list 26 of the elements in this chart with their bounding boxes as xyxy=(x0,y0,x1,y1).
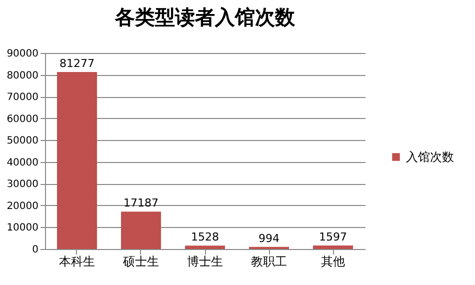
data-label: 81277 xyxy=(60,56,94,70)
data-label: 1597 xyxy=(319,230,347,244)
data-label: 1528 xyxy=(191,230,219,244)
x-tick-label: 硕士生 xyxy=(122,254,159,268)
y-tick-label: 70000 xyxy=(6,92,38,104)
y-tick-label: 40000 xyxy=(6,157,38,168)
data-label: 17187 xyxy=(124,196,158,210)
x-tick-label: 教职工 xyxy=(251,254,287,268)
y-tick-label: 90000 xyxy=(6,48,38,60)
data-label: 994 xyxy=(258,232,280,245)
y-tick-label: 20000 xyxy=(6,200,38,212)
y-tick-label: 30000 xyxy=(6,179,38,190)
bar xyxy=(313,246,353,249)
y-tick-label: 80000 xyxy=(6,70,38,82)
x-tick-label: 本科生 xyxy=(59,254,95,268)
y-tick-label: 0 xyxy=(32,244,38,256)
x-tick-label: 其他 xyxy=(321,254,345,268)
x-tick-label: 博士生 xyxy=(187,254,223,268)
bar xyxy=(57,72,97,249)
y-tick-label: 10000 xyxy=(6,222,38,234)
y-tick-label: 50000 xyxy=(6,136,38,147)
legend-label: 入馆次数 xyxy=(406,150,454,164)
chart-title: 各类型读者入馆次数 xyxy=(114,5,296,29)
bar xyxy=(121,212,161,249)
bar xyxy=(185,246,225,249)
y-tick-label: 60000 xyxy=(6,114,38,125)
